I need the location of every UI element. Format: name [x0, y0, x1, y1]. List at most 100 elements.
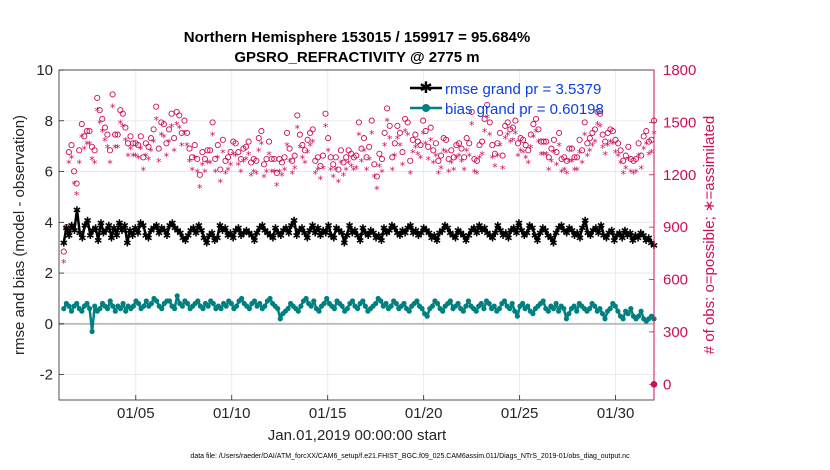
obs-possible-point: [217, 166, 224, 173]
obs-possible-point: [260, 161, 268, 168]
rmse-point: ✱: [89, 226, 97, 237]
obs-assimilated-point: *: [66, 158, 72, 171]
rmse-point: ✱: [213, 234, 221, 245]
obs-assimilated-point: *: [500, 163, 506, 176]
obs-assimilated-point: *: [541, 149, 547, 162]
rmse-point: ✱: [560, 226, 568, 237]
obs-possible-point: [237, 155, 244, 163]
rmse-point: ✱: [107, 234, 115, 245]
obs-assimilated-point: *: [466, 151, 472, 164]
rmse-point: ✱: [642, 236, 650, 247]
obs-assimilated-point: *: [135, 152, 141, 165]
obs-possible-point: [566, 145, 573, 152]
obs-possible-point: [532, 115, 540, 122]
bias-point: [251, 298, 258, 304]
rmse-point: ✱: [462, 236, 470, 247]
obs-assimilated-point: *: [390, 165, 396, 178]
obs-possible-point: [396, 129, 404, 136]
rmse-point: ✱: [602, 234, 610, 245]
bias-point: [440, 308, 446, 314]
rmse-point: ✱: [285, 229, 293, 240]
rmse-point: ✱: [330, 234, 338, 245]
obs-assimilated-point: *: [628, 166, 634, 179]
rmse-point: ✱: [502, 229, 510, 240]
obs-assimilated-point: *: [130, 151, 136, 164]
bias-point: [233, 303, 240, 309]
rmse-point: ✱: [361, 229, 369, 240]
obs-possible-point: [638, 152, 645, 159]
bias-point: [61, 306, 67, 312]
obs-possible-point: [496, 129, 504, 136]
obs-possible-point: [556, 129, 563, 136]
rmse-point: ✱: [150, 223, 158, 234]
bias-point: [110, 303, 116, 309]
bias-point: [509, 300, 515, 307]
rmse-point: ✱: [488, 234, 496, 245]
rmse-point: ✱: [549, 239, 557, 250]
obs-possible-point: [294, 112, 301, 119]
obs-assimilated-point: *: [538, 149, 544, 162]
rmse-point: ✱: [205, 231, 213, 242]
obs-assimilated-point: *: [295, 123, 301, 136]
bias-point: [179, 303, 185, 309]
bias-point: [135, 300, 142, 307]
obs-assimilated-point: *: [364, 165, 370, 178]
obs-assimilated-point: *: [159, 130, 165, 143]
bias-point: [512, 308, 518, 314]
rmse-point: ✱: [367, 226, 375, 237]
rmse-point: ✱: [343, 231, 351, 242]
obs-possible-point: [194, 155, 201, 163]
rmse-point: ✱: [409, 229, 417, 240]
obs-possible-point: [504, 119, 511, 126]
rmse-point: ✱: [451, 234, 459, 245]
bias-point: [556, 308, 562, 314]
obs-assimilated-point: *: [438, 163, 444, 176]
rmse-point: ✱: [597, 221, 605, 232]
obs-possible-point: [609, 128, 616, 135]
obs-possible-point: [568, 145, 575, 152]
rmse-point: ✱: [615, 229, 623, 240]
obs-possible-point: [563, 157, 570, 164]
bias-point: [429, 303, 435, 309]
obs-possible-point: [484, 101, 491, 108]
obs-assimilated-point: *: [274, 180, 280, 193]
rmse-point: ✱: [189, 223, 197, 234]
legend-bias-marker: [422, 104, 430, 112]
rmse-point: ✱: [422, 226, 430, 237]
obs-possible-point: [389, 154, 396, 161]
y-tick-label: 0: [45, 316, 53, 333]
obs-assimilated-point: *: [508, 137, 514, 150]
bias-point: [277, 316, 283, 322]
obs-possible-point: [140, 154, 147, 161]
obs-possible-point: [378, 155, 386, 163]
bias-point: [419, 306, 425, 312]
obs-possible-point: [81, 133, 88, 140]
rmse-point: ✱: [364, 231, 372, 242]
obs-possible-point: [83, 128, 90, 135]
obs-assimilated-point: *: [215, 152, 221, 165]
obs-assimilated-point: *: [477, 152, 483, 165]
obs-assimilated-point: *: [177, 123, 183, 136]
obs-assimilated-point: *: [636, 151, 642, 164]
bias-point: [406, 308, 412, 314]
rmse-point: ✱: [536, 229, 544, 240]
obs-assimilated-point: *: [354, 163, 360, 176]
bias-point: [218, 306, 224, 312]
rmse-point: ✱: [457, 229, 465, 240]
rmse-point: ✱: [552, 229, 560, 240]
bias-point: [331, 306, 337, 312]
rmse-point: ✱: [491, 229, 499, 240]
rmse-point: ✱: [475, 221, 483, 232]
obs-assimilated-point: *: [441, 145, 447, 158]
rmse-line: [62, 208, 655, 247]
rmse-point: ✱: [441, 221, 449, 232]
rmse-point: ✱: [446, 229, 454, 240]
obs-assimilated-point: *: [620, 168, 626, 181]
rmse-point: ✱: [192, 229, 200, 240]
obs-possible-point: [355, 119, 362, 126]
obs-possible-point: [235, 149, 242, 156]
obs-assimilated-point: *: [549, 156, 555, 169]
bias-point: [393, 300, 399, 307]
rmse-point: ✱: [306, 226, 314, 237]
obs-possible-point: [615, 140, 622, 147]
